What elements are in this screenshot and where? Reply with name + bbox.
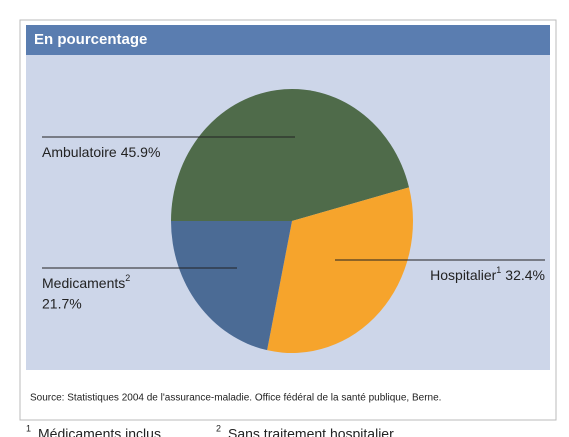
footnote-text: Médicaments inclus xyxy=(38,426,161,437)
slice-label: Ambulatoire 45.9% xyxy=(42,144,160,160)
pie-slice xyxy=(267,187,413,353)
value-label: 21.7% xyxy=(42,296,82,312)
pie-slice xyxy=(171,89,410,221)
chart-title: En pourcentage xyxy=(34,31,147,48)
footnote-text: Sans traitement hospitalier xyxy=(228,426,394,437)
header-bar xyxy=(26,25,550,55)
slice-label: Hospitalier1 32.4% xyxy=(430,265,545,282)
value-label: 32.4% xyxy=(505,267,545,283)
value-label: 45.9% xyxy=(121,144,161,160)
footnote-ref: 2 xyxy=(125,273,130,283)
footnote-marker: 2 xyxy=(216,423,221,433)
pie-slice xyxy=(171,221,292,351)
footnote-ref: 1 xyxy=(496,265,501,275)
footnote-marker: 1 xyxy=(26,423,31,433)
category-name: Hospitalier xyxy=(430,267,496,283)
category-name: Ambulatoire xyxy=(42,144,117,160)
category-name: Medicaments xyxy=(42,275,125,291)
slice-label: Medicaments2 xyxy=(42,273,130,290)
source: Source: Statistiques 2004 de l'assurance… xyxy=(30,393,441,404)
